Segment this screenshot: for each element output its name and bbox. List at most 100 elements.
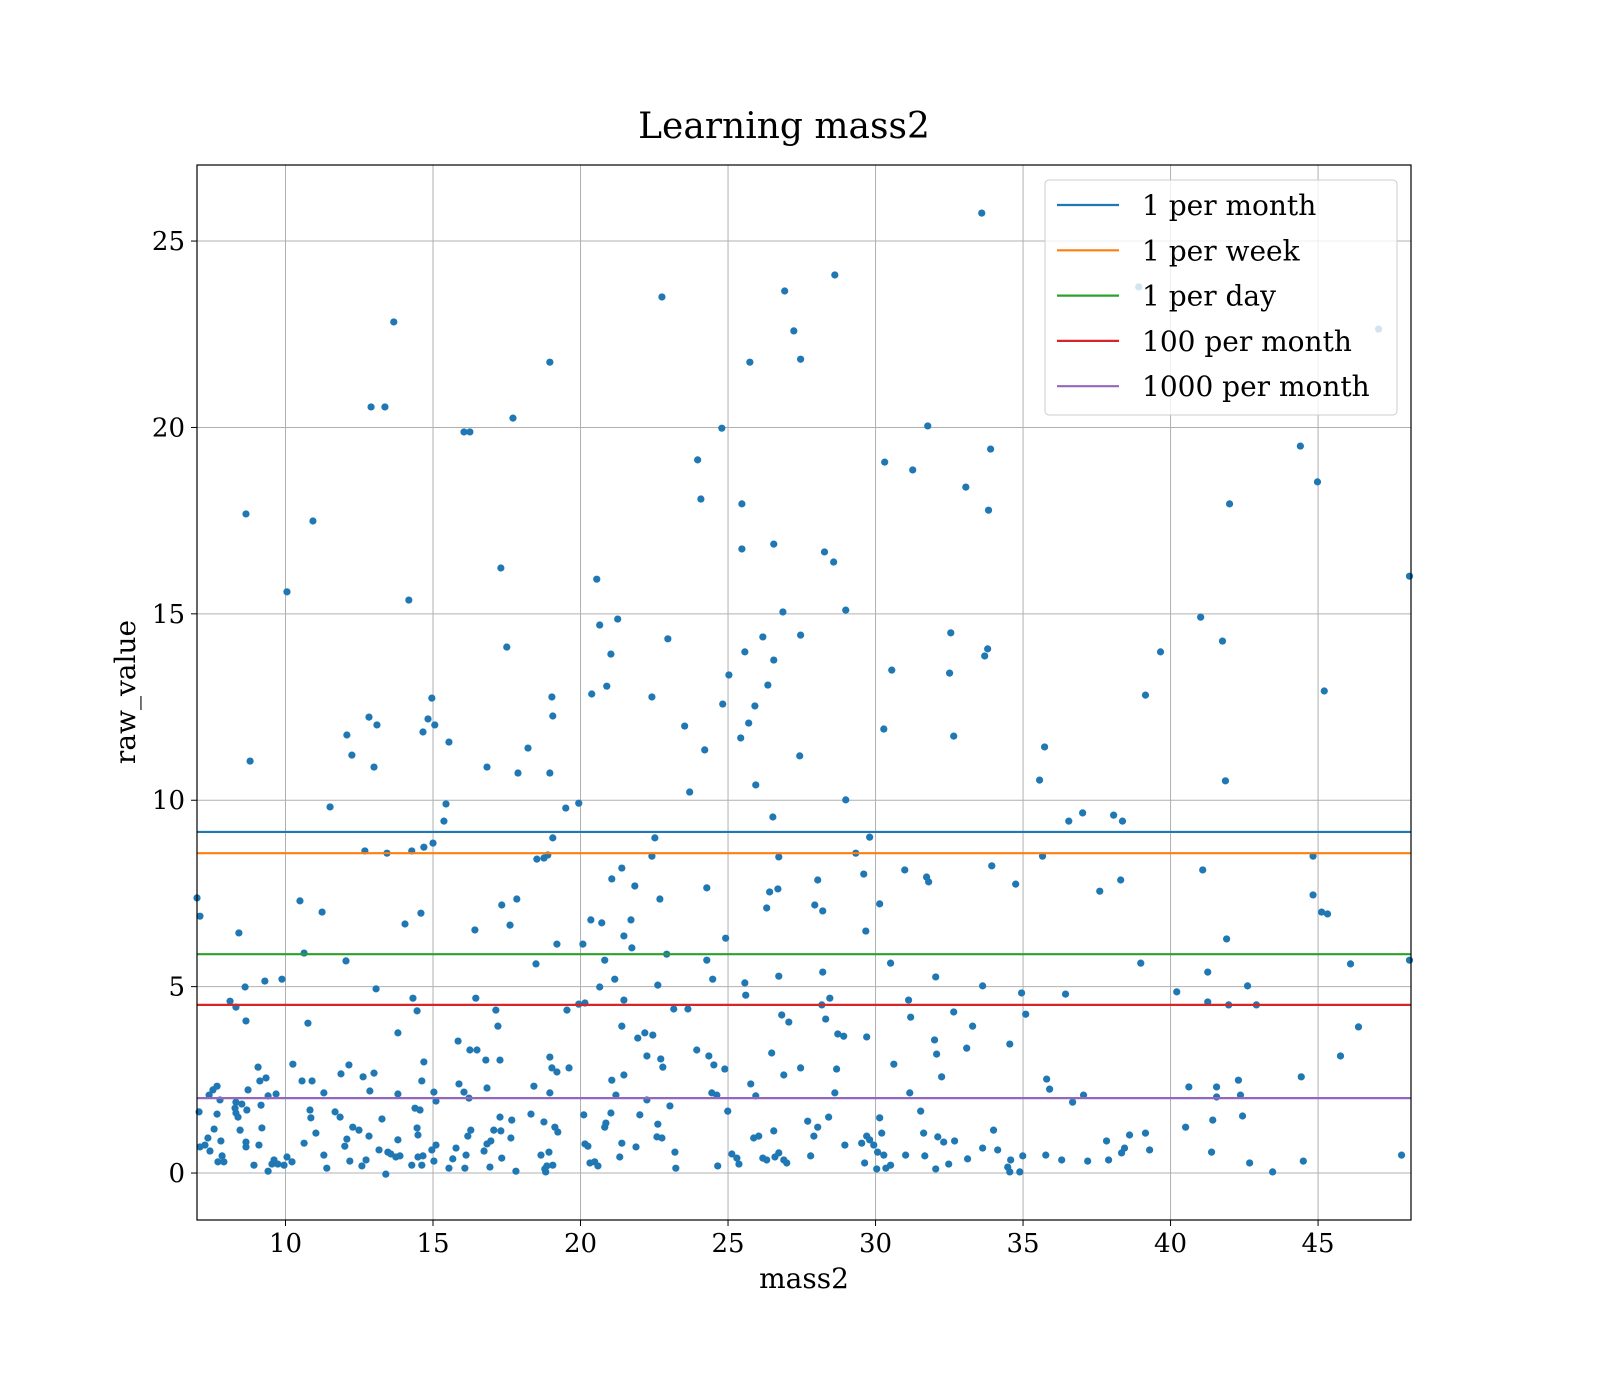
data-point bbox=[710, 1061, 718, 1069]
data-point bbox=[494, 1022, 502, 1030]
data-point bbox=[822, 1015, 830, 1023]
data-point bbox=[763, 1156, 771, 1164]
data-point bbox=[241, 983, 249, 991]
data-point bbox=[840, 1032, 848, 1040]
data-point bbox=[1405, 572, 1414, 580]
data-point bbox=[880, 725, 888, 733]
data-point bbox=[540, 1118, 548, 1126]
data-point bbox=[1042, 1151, 1050, 1159]
data-point bbox=[1199, 866, 1207, 874]
data-point bbox=[656, 895, 664, 903]
data-point bbox=[264, 1167, 272, 1175]
data-point bbox=[326, 803, 334, 811]
data-point bbox=[1246, 1159, 1254, 1167]
data-point bbox=[1182, 1123, 1190, 1131]
data-point bbox=[933, 1050, 941, 1058]
data-point bbox=[681, 722, 689, 730]
data-point bbox=[579, 940, 587, 948]
data-point bbox=[1236, 1091, 1245, 1099]
data-point bbox=[256, 1077, 264, 1085]
data-point bbox=[527, 1110, 535, 1118]
data-point bbox=[878, 1129, 886, 1137]
data-point bbox=[1118, 817, 1127, 825]
data-point bbox=[196, 912, 204, 920]
data-point bbox=[1043, 1075, 1051, 1083]
data-point bbox=[1204, 998, 1212, 1006]
data-point bbox=[881, 458, 889, 466]
data-point bbox=[745, 719, 753, 727]
data-point bbox=[725, 671, 733, 679]
data-point bbox=[826, 994, 834, 1002]
data-point bbox=[820, 548, 829, 556]
data-point bbox=[244, 1086, 252, 1094]
data-point bbox=[462, 1151, 470, 1159]
data-point bbox=[657, 1055, 665, 1063]
data-point bbox=[461, 1164, 469, 1172]
data-point bbox=[549, 712, 557, 720]
data-point bbox=[308, 1077, 316, 1085]
legend-label: 1 per day bbox=[1142, 280, 1276, 313]
data-point bbox=[309, 517, 317, 525]
data-point bbox=[1125, 1131, 1134, 1139]
data-point bbox=[618, 864, 626, 872]
data-point bbox=[709, 975, 717, 983]
data-point bbox=[358, 1162, 366, 1170]
data-point bbox=[755, 1132, 763, 1140]
data-point bbox=[396, 1152, 404, 1160]
data-point bbox=[790, 327, 798, 335]
data-point bbox=[1269, 1168, 1277, 1176]
data-point bbox=[1173, 988, 1181, 996]
data-point bbox=[428, 1146, 436, 1154]
data-point bbox=[312, 1129, 320, 1137]
data-point bbox=[362, 1156, 370, 1164]
data-point bbox=[981, 652, 989, 660]
data-point bbox=[432, 1141, 440, 1149]
data-point bbox=[549, 834, 557, 842]
data-point bbox=[1238, 1112, 1247, 1120]
data-point bbox=[498, 901, 506, 909]
data-point bbox=[419, 728, 427, 736]
data-point bbox=[419, 1152, 427, 1160]
data-point bbox=[492, 1006, 500, 1014]
data-point bbox=[694, 456, 702, 464]
data-point bbox=[978, 209, 986, 217]
data-point bbox=[917, 1107, 925, 1115]
data-point bbox=[618, 1139, 626, 1147]
data-point bbox=[831, 1089, 839, 1097]
data-point bbox=[378, 1115, 386, 1123]
data-point bbox=[418, 1161, 426, 1169]
data-point bbox=[611, 975, 619, 983]
data-point bbox=[781, 287, 789, 295]
data-point bbox=[584, 1142, 592, 1150]
data-point bbox=[204, 1134, 212, 1142]
data-point bbox=[408, 1161, 416, 1169]
data-point bbox=[831, 271, 839, 279]
data-point bbox=[405, 596, 413, 604]
data-point bbox=[553, 940, 561, 948]
data-point bbox=[866, 833, 874, 841]
data-point bbox=[375, 1146, 383, 1154]
data-point bbox=[932, 1165, 940, 1173]
data-point bbox=[490, 1126, 498, 1134]
legend-label: 1000 per month bbox=[1142, 370, 1370, 403]
data-point bbox=[950, 732, 958, 740]
data-point bbox=[728, 1150, 736, 1158]
data-point bbox=[670, 1005, 678, 1013]
data-point bbox=[925, 878, 933, 886]
data-point bbox=[713, 1091, 721, 1099]
data-point bbox=[394, 1136, 402, 1144]
data-point bbox=[686, 788, 694, 796]
data-point bbox=[841, 1141, 849, 1149]
data-point bbox=[432, 1097, 440, 1105]
data-point bbox=[234, 1113, 242, 1121]
data-point bbox=[483, 1084, 491, 1092]
data-point bbox=[1102, 1137, 1111, 1145]
x-tick-label: 30 bbox=[859, 1229, 892, 1259]
data-point bbox=[445, 738, 453, 746]
data-point bbox=[870, 1141, 878, 1149]
data-point bbox=[634, 1034, 642, 1042]
data-point bbox=[620, 1071, 628, 1079]
y-tick-label: 25 bbox=[152, 227, 185, 257]
data-point bbox=[588, 690, 596, 698]
data-point bbox=[1234, 1076, 1243, 1084]
